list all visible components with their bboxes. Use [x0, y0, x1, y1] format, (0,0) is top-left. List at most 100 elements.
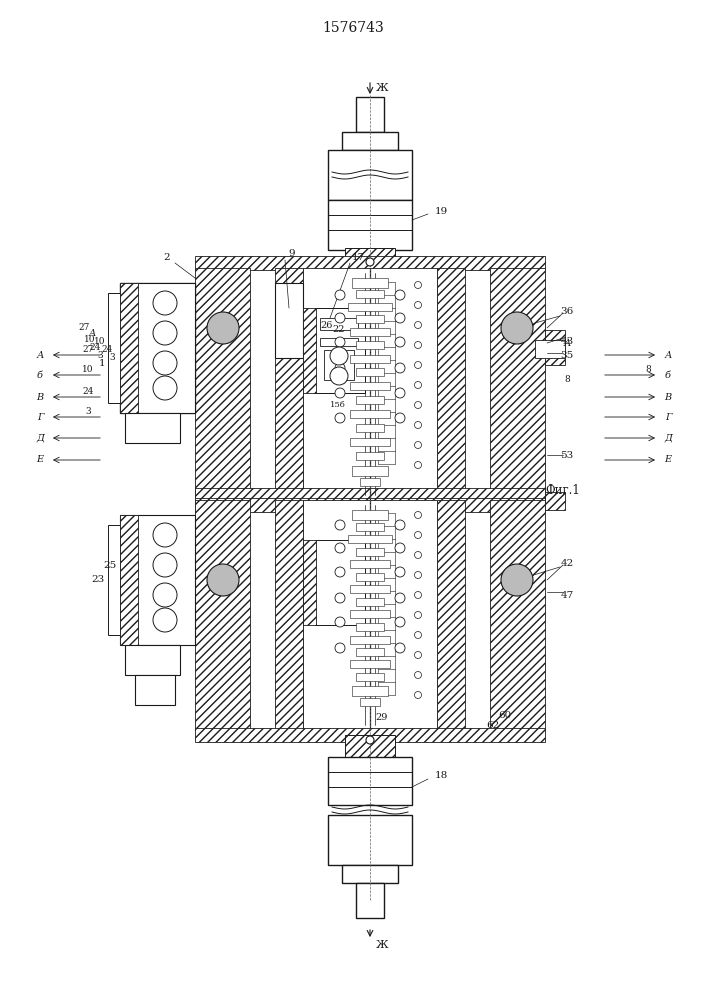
Text: 2: 2: [164, 253, 170, 262]
Text: 47: 47: [561, 590, 573, 599]
Circle shape: [330, 367, 348, 385]
Circle shape: [414, 692, 421, 698]
Text: 3: 3: [109, 353, 115, 361]
Circle shape: [414, 381, 421, 388]
Bar: [275, 283, 303, 358]
Text: Г: Г: [665, 412, 671, 422]
Bar: [195, 268, 250, 498]
Bar: [350, 355, 390, 363]
Bar: [120, 283, 195, 413]
Circle shape: [414, 591, 421, 598]
Bar: [324, 350, 354, 380]
Circle shape: [414, 652, 421, 658]
Bar: [328, 757, 412, 805]
Circle shape: [395, 388, 405, 398]
Bar: [356, 883, 384, 918]
Circle shape: [335, 363, 345, 373]
Text: В: В: [37, 392, 44, 401]
Circle shape: [207, 312, 239, 344]
Text: 23: 23: [91, 576, 105, 584]
Bar: [315, 308, 365, 393]
Bar: [348, 535, 392, 543]
Bar: [125, 645, 180, 675]
Bar: [120, 283, 138, 413]
Bar: [195, 488, 545, 502]
Bar: [303, 268, 437, 498]
Circle shape: [395, 543, 405, 553]
Bar: [437, 500, 465, 730]
Text: 15б: 15б: [330, 401, 346, 409]
Circle shape: [395, 593, 405, 603]
Text: 24: 24: [89, 342, 100, 352]
Bar: [356, 396, 384, 404]
Text: Ж: Ж: [375, 83, 388, 93]
Text: 24: 24: [101, 344, 112, 354]
Bar: [356, 523, 384, 531]
Text: 29: 29: [375, 714, 387, 722]
Bar: [535, 340, 565, 358]
Bar: [360, 698, 380, 706]
Circle shape: [153, 523, 177, 547]
Text: 26: 26: [320, 322, 332, 330]
Circle shape: [366, 258, 374, 266]
Text: 10: 10: [82, 365, 94, 374]
Bar: [135, 675, 175, 705]
Circle shape: [207, 564, 239, 596]
Circle shape: [395, 520, 405, 530]
Bar: [356, 673, 384, 681]
Bar: [350, 610, 390, 618]
Bar: [356, 623, 384, 631]
Circle shape: [330, 347, 348, 365]
Bar: [303, 540, 316, 625]
Text: 60: 60: [498, 710, 512, 720]
Text: 10: 10: [84, 334, 95, 344]
Text: 19: 19: [435, 207, 448, 216]
Bar: [545, 330, 565, 365]
Circle shape: [335, 313, 345, 323]
Text: 3: 3: [85, 408, 90, 416]
Circle shape: [395, 363, 405, 373]
Bar: [303, 500, 437, 730]
Bar: [356, 315, 384, 323]
Circle shape: [414, 361, 421, 368]
Bar: [356, 97, 384, 132]
Bar: [110, 293, 122, 403]
Circle shape: [153, 583, 177, 607]
Circle shape: [335, 543, 345, 553]
Bar: [356, 424, 384, 432]
Circle shape: [153, 351, 177, 375]
Bar: [437, 268, 465, 498]
Bar: [350, 328, 390, 336]
Circle shape: [366, 736, 374, 744]
Bar: [275, 500, 303, 730]
Text: Д: Д: [36, 434, 44, 442]
Text: 9: 9: [288, 249, 296, 258]
Circle shape: [501, 564, 533, 596]
Text: В: В: [665, 392, 672, 401]
Bar: [320, 338, 358, 346]
Text: Е: Е: [37, 456, 44, 464]
Bar: [352, 466, 388, 476]
Bar: [315, 540, 365, 625]
Bar: [120, 283, 195, 413]
Text: б: б: [665, 370, 671, 379]
Circle shape: [414, 512, 421, 518]
Bar: [490, 500, 545, 730]
Circle shape: [501, 312, 533, 344]
Text: 43: 43: [561, 336, 573, 346]
Bar: [350, 438, 390, 446]
Bar: [352, 686, 388, 696]
Circle shape: [335, 290, 345, 300]
Bar: [356, 368, 384, 376]
Text: 36: 36: [561, 308, 573, 316]
Circle shape: [153, 553, 177, 577]
Circle shape: [153, 608, 177, 632]
Circle shape: [153, 376, 177, 400]
Circle shape: [335, 413, 345, 423]
Circle shape: [414, 611, 421, 618]
Bar: [195, 256, 545, 270]
Bar: [356, 290, 384, 298]
Text: 62: 62: [486, 720, 500, 730]
Bar: [328, 150, 412, 200]
Text: А: А: [88, 328, 95, 338]
